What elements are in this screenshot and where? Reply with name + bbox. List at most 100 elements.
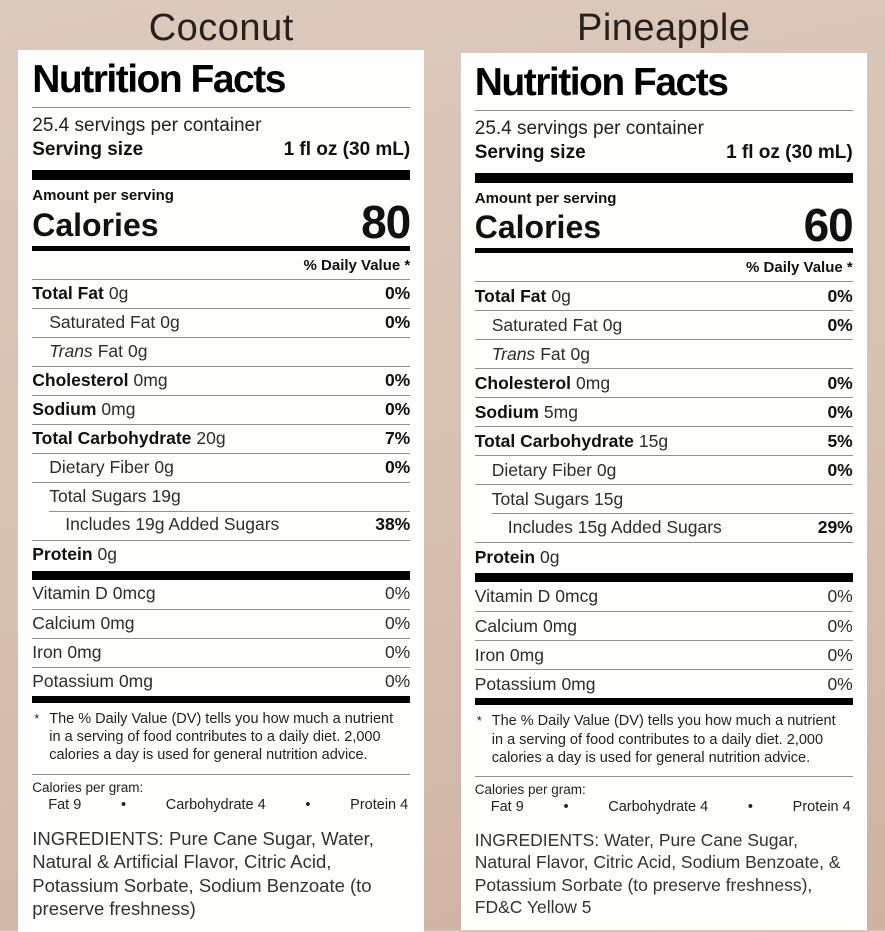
nutrient-amount: 19g: [152, 486, 181, 506]
nutrient-name: Total Fat: [32, 283, 104, 303]
dv-value: 0%: [827, 616, 852, 637]
nutrient-amount: 0mg: [67, 642, 101, 662]
bullet: •: [748, 799, 753, 815]
asterisk: *: [34, 710, 49, 765]
nutrition-label-coconut: Nutrition Facts 25.4 servings per contai…: [18, 50, 424, 932]
dv-value: 0%: [827, 674, 852, 695]
nutrition-facts-heading: Nutrition Facts: [32, 60, 410, 101]
thick-bar: [475, 698, 853, 705]
nutrient-name: Potassium: [475, 674, 557, 694]
servings-per-container: 25.4 servings per container: [475, 118, 853, 140]
dv-value: 0%: [385, 312, 410, 333]
dv-value: 0%: [385, 399, 410, 420]
nutrient-name: Dietary Fiber: [492, 460, 592, 480]
nutrient-row-total-sugars: Total Sugars 19g: [32, 482, 410, 511]
nutrient-amount: 15g: [594, 489, 623, 509]
calories-per-gram-section: Calories per gram: Fat 9 • Carbohydrate …: [475, 776, 853, 816]
dv-value: 38%: [375, 514, 410, 535]
nutrient-name-italic: Trans: [492, 344, 535, 364]
nutrient-row-added-sugars: Includes 15g Added Sugars 29%: [475, 513, 853, 542]
flavor-title-coconut: Coconut: [149, 7, 294, 50]
cpg-carbohydrate: Carbohydrate 4: [166, 797, 266, 813]
cpg-fat: Fat 9: [48, 797, 81, 813]
daily-value-header: % Daily Value *: [475, 253, 853, 281]
dv-value: 0%: [827, 315, 852, 336]
nutrient-amount: 0mg: [101, 399, 135, 419]
nutrient-row-protein: Protein 0g: [32, 540, 410, 569]
daily-value-footnote: * The % Daily Value (DV) tells you how m…: [32, 703, 410, 774]
dv-value: 29%: [818, 517, 853, 538]
nutrient-amount: 0mg: [510, 645, 544, 665]
divider: [475, 110, 853, 111]
nutrient-row-added-sugars: Includes 19g Added Sugars 38%: [32, 511, 410, 540]
dv-value: 5%: [827, 431, 852, 452]
nutrient-name: Protein: [32, 544, 92, 564]
nutrient-name: Dietary Fiber: [49, 457, 149, 477]
dv-value: 0%: [385, 370, 410, 391]
ingredients-text: INGREDIENTS: Pure Cane Sugar, Water, Nat…: [32, 827, 410, 921]
asterisk: *: [477, 712, 492, 767]
cpg-carbohydrate: Carbohydrate 4: [608, 799, 708, 815]
dv-value: 0%: [385, 642, 410, 663]
nutrient-name: Total Sugars: [49, 486, 146, 506]
cpg-protein: Protein 4: [793, 799, 851, 815]
amount-per-serving-label: Amount per serving: [475, 190, 853, 207]
nutrient-amount: 0mg: [100, 613, 134, 633]
bullet: •: [305, 797, 310, 813]
nutrient-name: Sodium: [32, 399, 96, 419]
dv-value: 0%: [385, 671, 410, 692]
servings-per-container: 25.4 servings per container: [32, 115, 410, 137]
nutrient-amount: 0mg: [119, 671, 153, 691]
ingredients-text: INGREDIENTS: Water, Pure Cane Sugar, Nat…: [475, 829, 853, 918]
nutrient-name: Includes 19g Added Sugars: [65, 514, 279, 534]
cpg-protein: Protein 4: [350, 797, 408, 813]
nutrient-name: Saturated Fat: [492, 315, 598, 335]
bullet: •: [563, 799, 568, 815]
nutrient-name: Vitamin D: [475, 586, 551, 606]
nutrient-name: Fat: [540, 344, 565, 364]
nutrient-name: Includes 15g Added Sugars: [508, 517, 722, 537]
amount-per-serving-label: Amount per serving: [32, 187, 410, 204]
nutrient-name: Total Sugars: [492, 489, 589, 509]
dv-value: 0%: [385, 283, 410, 304]
nutrient-name-italic: Trans: [49, 341, 92, 361]
calories-per-gram-section: Calories per gram: Fat 9 • Carbohydrate …: [32, 774, 410, 814]
nutrient-name: Sodium: [475, 402, 539, 422]
nutrient-amount: 0g: [570, 344, 589, 364]
nutrient-amount: 0g: [154, 457, 173, 477]
nutrient-amount: 0g: [597, 460, 616, 480]
nutrient-name: Vitamin D: [32, 583, 108, 603]
nutrient-name: Iron: [32, 642, 62, 662]
dv-value: 0%: [385, 457, 410, 478]
nutrient-name: Cholesterol: [475, 373, 571, 393]
nutrient-amount: 0g: [603, 315, 622, 335]
nutrient-amount: 0g: [98, 544, 117, 564]
nutrient-amount: 0mcg: [113, 583, 156, 603]
nutrient-amount: 5mg: [544, 402, 578, 422]
dv-value: 0%: [827, 402, 852, 423]
dv-value: 0%: [827, 645, 852, 666]
nutrient-name: Iron: [475, 645, 505, 665]
nutrient-name: Total Fat: [475, 286, 547, 306]
calories-per-gram-values: Fat 9 • Carbohydrate 4 • Protein 4: [32, 795, 410, 814]
serving-size-value: 1 fl oz (30 mL): [284, 139, 411, 161]
dv-value: 0%: [385, 583, 410, 604]
nutrient-amount: 0g: [551, 286, 570, 306]
calories-value: 80: [361, 204, 410, 241]
nutrient-name: Fat: [98, 341, 123, 361]
nutrient-amount: 15g: [639, 431, 668, 451]
flavor-title-pineapple: Pineapple: [577, 7, 751, 53]
dv-value: 7%: [385, 428, 410, 449]
